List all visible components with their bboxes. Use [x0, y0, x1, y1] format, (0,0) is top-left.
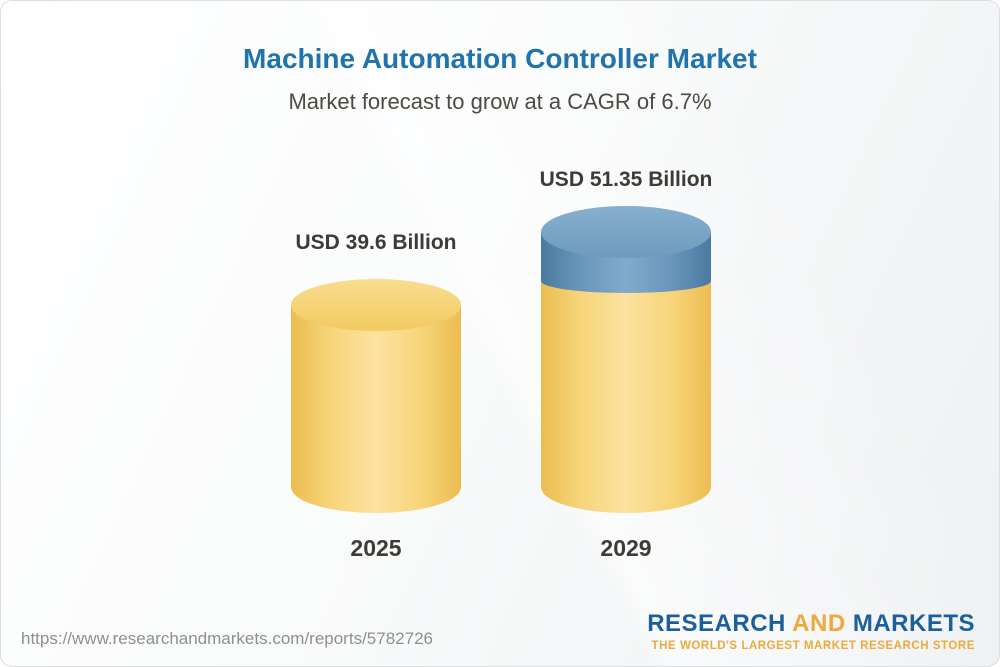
- report-url: https://www.researchandmarkets.com/repor…: [21, 629, 433, 648]
- bar-2025-top: [291, 279, 461, 331]
- bar-2025-body: [291, 305, 461, 513]
- chart-title: Machine Automation Controller Market: [243, 43, 757, 74]
- value-label-2025: USD 39.6 Billion: [295, 231, 457, 254]
- value-label-2029: USD 51.35 Billion: [539, 168, 713, 191]
- brand-tagline: THE WORLD'S LARGEST MARKET RESEARCH STOR…: [651, 640, 975, 652]
- brand-word-markets: MARKETS: [852, 609, 975, 637]
- brand-logo: RESEARCH AND MARKETS THE WORLD'S LARGEST…: [647, 609, 975, 652]
- bar-2029-top: [541, 206, 711, 258]
- bar-2029: [541, 206, 711, 513]
- brand-wordmark: RESEARCH AND MARKETS: [647, 609, 975, 637]
- axis-label-2029: 2029: [600, 535, 652, 561]
- axis-label-2025: 2025: [350, 535, 402, 561]
- brand-word-and: AND: [792, 609, 846, 637]
- chart-subtitle: Market forecast to grow at a CAGR of 6.7…: [288, 89, 712, 114]
- brand-word-research: RESEARCH: [647, 609, 786, 637]
- bar-2025: [291, 279, 461, 513]
